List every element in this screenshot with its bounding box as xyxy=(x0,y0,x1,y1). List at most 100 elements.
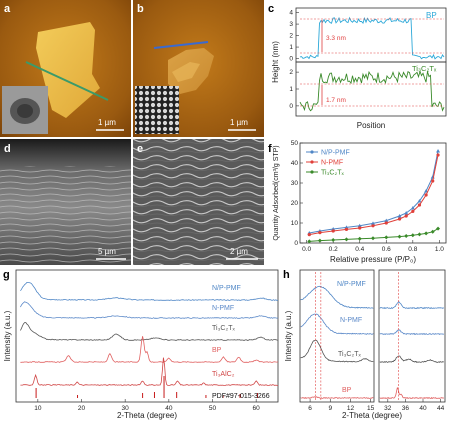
g-xtick-label: 50 xyxy=(209,405,217,412)
h-series-line xyxy=(379,301,445,310)
f-point xyxy=(371,236,375,241)
panel-label-f: f xyxy=(268,143,272,155)
scale-bar-label-e: 2 µm xyxy=(230,247,248,256)
c-top-profile xyxy=(299,16,445,60)
h-xtick-label: 15 xyxy=(367,405,375,412)
h-ylabel: Intensity (a.u.) xyxy=(284,310,293,361)
panel-a: a 1 µm xyxy=(0,0,131,137)
f-xtick-label: 0.2 xyxy=(329,246,338,253)
f-xtick-label: 0.0 xyxy=(302,246,311,253)
f-point xyxy=(331,227,336,231)
f-xlabel: Relative pressure (P/P₀) xyxy=(330,255,416,264)
panel-label-d: d xyxy=(4,143,11,155)
panel-label-b: b xyxy=(137,3,144,15)
scale-bar-label-d: 5 µm xyxy=(98,247,116,256)
f-point xyxy=(371,224,375,228)
f-point xyxy=(424,231,429,236)
h-series-line xyxy=(379,387,445,399)
h-series-label: N/P-PMF xyxy=(337,281,366,288)
f-point xyxy=(417,199,422,203)
c-top-ytick-label: 0 xyxy=(289,56,293,63)
h-xtick-label: 36 xyxy=(402,405,410,412)
f-point xyxy=(410,206,415,210)
f-point xyxy=(430,229,435,234)
f-point xyxy=(404,214,408,218)
f-point xyxy=(357,223,362,228)
afm-line-b xyxy=(153,41,209,49)
g-series-line xyxy=(20,301,279,319)
f-point xyxy=(411,209,415,213)
f-ylabel: Quantity Adsorbed(cm³/g STP) xyxy=(273,145,280,240)
f-ytick-label: 10 xyxy=(291,220,299,227)
c-xlabel: Position xyxy=(357,121,385,130)
f-point xyxy=(436,149,441,153)
f-ytick-label: 40 xyxy=(291,160,299,167)
h-xtick-label: 12 xyxy=(347,405,355,412)
f-point xyxy=(384,221,388,225)
f-point xyxy=(404,211,409,215)
scale-bar-label-b: 1 µm xyxy=(230,118,248,127)
f-point xyxy=(371,221,375,225)
g-series-label: Ti₃AlC₂ xyxy=(212,371,235,378)
f-frame xyxy=(299,142,447,244)
f-point xyxy=(307,233,311,237)
h-xlabel: 2-Theta (degree) xyxy=(342,411,402,420)
h-series-label: N-PMF xyxy=(340,317,362,324)
panel-e: e 2 µm xyxy=(133,139,264,265)
g-xtick-label: 30 xyxy=(122,405,130,412)
f-point xyxy=(431,179,435,183)
panel-d: d 5 µm xyxy=(0,139,131,265)
f-series-line xyxy=(309,154,439,236)
h-series-label: BP xyxy=(342,387,352,394)
h-series-line xyxy=(300,339,374,363)
panel-label-c: c xyxy=(268,3,274,15)
f-xtick-label: 0.8 xyxy=(408,246,417,253)
g-xlabel: 2-Theta (degree) xyxy=(117,411,177,420)
g-series-line xyxy=(20,322,279,341)
f-point xyxy=(344,237,349,242)
f-legend-label: N-PMF xyxy=(321,160,343,167)
panel-label-e: e xyxy=(137,143,143,155)
h-xtick-label: 44 xyxy=(437,405,445,412)
panel-label-g: g xyxy=(3,269,10,281)
afm-line-a xyxy=(25,61,109,101)
c-bottom-annotation: 1.7 nm xyxy=(326,97,346,104)
f-point xyxy=(397,234,402,239)
f-xtick-label: 0.4 xyxy=(355,246,364,253)
g-xtick-label: 10 xyxy=(34,405,42,412)
f-ytick-label: 30 xyxy=(291,180,299,187)
bp-flake xyxy=(36,22,100,118)
f-point xyxy=(331,229,335,233)
g-xtick-label: 60 xyxy=(253,405,261,412)
f-xtick-label: 1.0 xyxy=(435,246,444,253)
f-point xyxy=(424,189,429,193)
f-point xyxy=(318,231,322,235)
c-top-legend: BP xyxy=(426,11,437,20)
c-top-ytick-label: 4 xyxy=(289,10,293,17)
f-point xyxy=(331,238,336,242)
g-series-label: PDF#97-015-3266 xyxy=(212,393,270,400)
f-point xyxy=(397,214,402,218)
g-xtick-label: 40 xyxy=(165,405,173,412)
panel-label-h: h xyxy=(283,269,290,281)
f-point xyxy=(357,236,362,241)
c-top-ytick-label: 3 xyxy=(289,21,293,28)
c-bottom-legend: Ti₃C₂Tₓ xyxy=(412,64,437,73)
f-point xyxy=(410,233,415,238)
h-series-line xyxy=(379,329,445,336)
f-point xyxy=(424,193,428,197)
c-top-ytick-label: 1 xyxy=(289,44,293,51)
f-point xyxy=(344,227,349,231)
f-point xyxy=(436,153,440,157)
h-frame-right xyxy=(378,269,446,403)
h-series-label: Ti₃C₂Tₓ xyxy=(338,351,361,358)
g-series-label: N-PMF xyxy=(212,305,234,312)
f-legend-label: N/P-PMF xyxy=(321,150,350,157)
g-series-label: Ti₃C₂Tₓ xyxy=(212,325,235,332)
g-series-line xyxy=(20,357,279,386)
f-point xyxy=(397,217,402,221)
h-xtick-label: 6 xyxy=(308,405,312,412)
panel-b: b 1 µm xyxy=(133,0,264,137)
h-xtick-label: 9 xyxy=(328,405,332,412)
h-series-line xyxy=(300,396,374,399)
